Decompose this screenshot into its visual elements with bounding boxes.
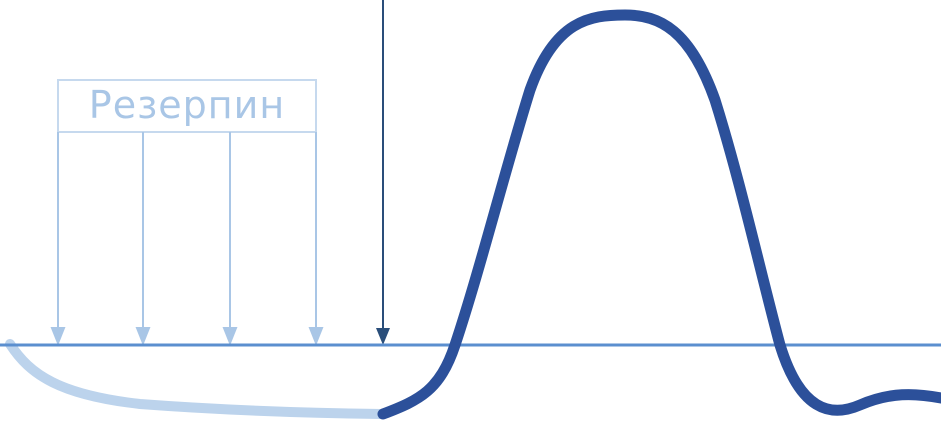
arrow-down-icon <box>135 327 151 346</box>
arrow-down-icon <box>376 328 390 345</box>
arrow-down-icon <box>222 327 238 346</box>
main-curve <box>377 9 941 420</box>
arrow-down-icon <box>50 327 66 346</box>
arrow-down-icon <box>308 327 324 346</box>
label-box <box>57 79 317 133</box>
faded-curve <box>5 339 388 419</box>
label-text: Резерпин <box>89 83 285 127</box>
thin-arrows <box>50 132 324 346</box>
